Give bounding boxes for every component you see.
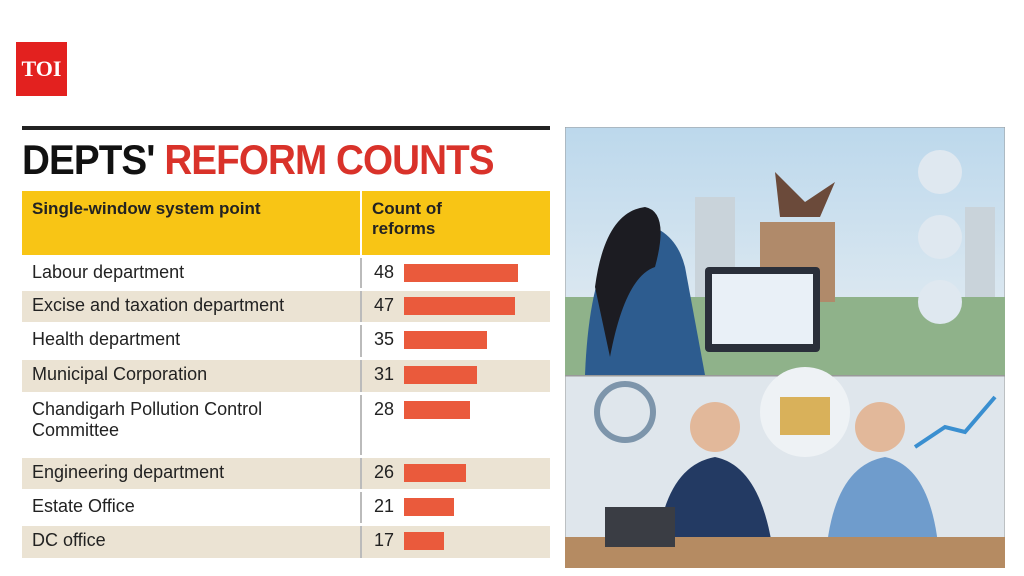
bar [404,532,445,550]
bar [404,297,516,315]
bar [404,366,478,384]
row-label: Municipal Corporation [22,360,362,392]
title-part: DEPTS' [22,136,155,183]
row-label: Health department [22,325,362,357]
illustration [565,127,1005,568]
count: 17 [374,530,395,550]
row-label: DC office [22,526,362,558]
table-row: Health department 35 [22,322,550,357]
table-row: Labour department 48 [22,255,550,288]
row-label: Estate Office [22,492,362,523]
title-part: REFORM COUNTS [164,136,494,183]
table-row: Chandigarh Pollution Control Committee 28 [22,392,550,455]
table-row: Estate Office 21 [22,489,550,523]
table-row: Excise and taxation department 47 [22,288,550,322]
count: 26 [374,462,395,482]
row-label: Chandigarh Pollution Control Committee [22,395,362,455]
row-label: Engineering department [22,458,362,489]
count-cell: 47 [362,291,550,322]
count: 28 [374,399,395,419]
bar [404,401,471,419]
bar [404,464,466,482]
count-cell: 26 [362,458,550,489]
table-row: Engineering department 26 [22,455,550,489]
header-cell: Single-window system point [22,191,362,255]
count-cell: 31 [362,360,550,392]
table: Single-window system point Count of refo… [22,191,550,558]
count-cell: 21 [362,492,550,523]
count-cell: 28 [362,395,550,455]
row-label: Labour department [22,258,362,288]
count: 35 [374,329,395,349]
table-row: Municipal Corporation 31 [22,357,550,392]
count-cell: 17 [362,526,550,558]
count: 47 [374,295,395,315]
table-header: Single-window system point Count of refo… [22,191,550,255]
count: 48 [374,262,395,282]
table-row: DC office 17 [22,523,550,558]
rule [22,126,550,130]
bar [404,331,487,349]
header-cell: Count of reforms [372,199,442,238]
bar [404,264,518,282]
count: 21 [374,496,395,516]
bar [404,498,454,516]
count: 31 [374,364,395,384]
logo: TOI [16,42,67,96]
title: DEPTS' REFORM COUNTS [22,136,495,184]
count-cell: 48 [362,258,550,288]
count-cell: 35 [362,325,550,357]
row-label: Excise and taxation department [22,291,362,322]
